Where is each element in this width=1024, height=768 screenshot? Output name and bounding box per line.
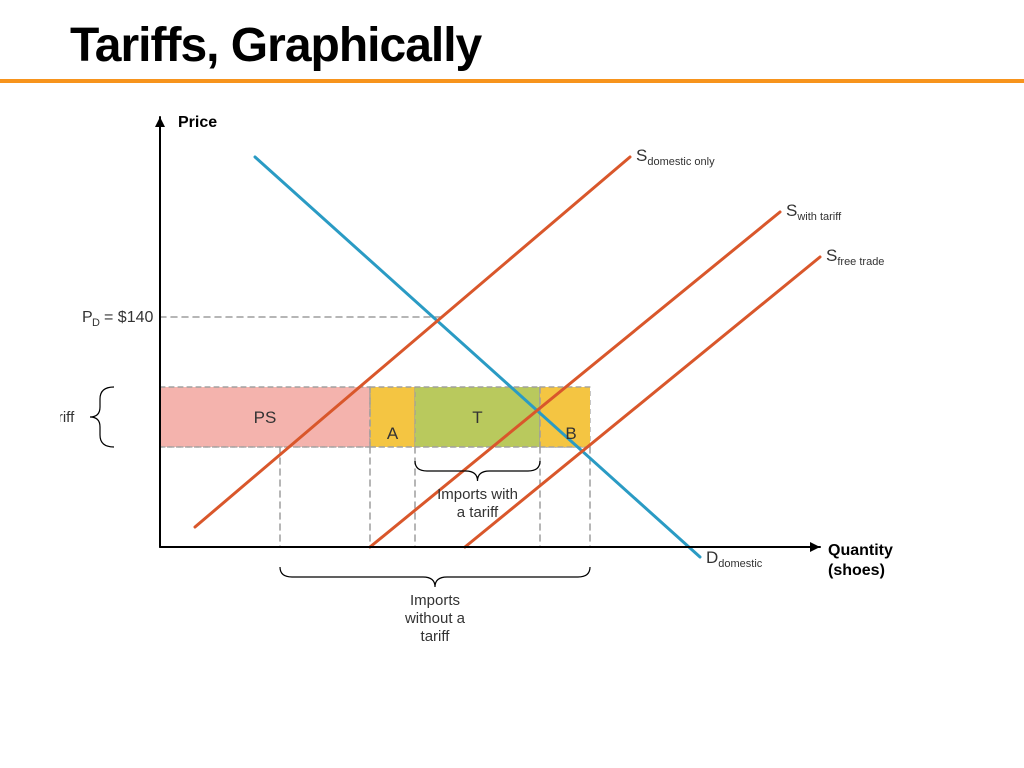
chart-container: PriceQuantity(shoes)PD= $140PSATBSdomest… <box>0 97 1024 737</box>
svg-text:Sdomestic only: Sdomestic only <box>636 146 715 168</box>
svg-text:without a: without a <box>404 610 466 627</box>
svg-text:D: D <box>92 317 100 329</box>
svg-text:Price: Price <box>178 114 217 131</box>
svg-text:A: A <box>387 424 399 443</box>
svg-text:Ddomestic: Ddomestic <box>706 548 763 570</box>
svg-text:PS: PS <box>254 408 277 427</box>
svg-text:Tariff: Tariff <box>60 409 75 426</box>
svg-text:Swith tariff: Swith tariff <box>786 201 842 223</box>
svg-text:Quantity: Quantity <box>828 542 893 559</box>
page-title: Tariffs, Graphically <box>0 0 1024 79</box>
svg-text:(shoes): (shoes) <box>828 562 885 579</box>
svg-text:a tariff: a tariff <box>457 504 499 521</box>
svg-text:tariff: tariff <box>421 628 451 645</box>
svg-text:Imports with: Imports with <box>437 486 518 503</box>
tariff-diagram: PriceQuantity(shoes)PD= $140PSATBSdomest… <box>60 97 940 737</box>
svg-text:T: T <box>472 408 482 427</box>
svg-text:B: B <box>565 424 576 443</box>
svg-text:Sfree trade: Sfree trade <box>826 246 884 268</box>
svg-text:Imports: Imports <box>410 592 460 609</box>
svg-text:= $140: = $140 <box>104 309 153 326</box>
title-rule <box>0 79 1024 83</box>
